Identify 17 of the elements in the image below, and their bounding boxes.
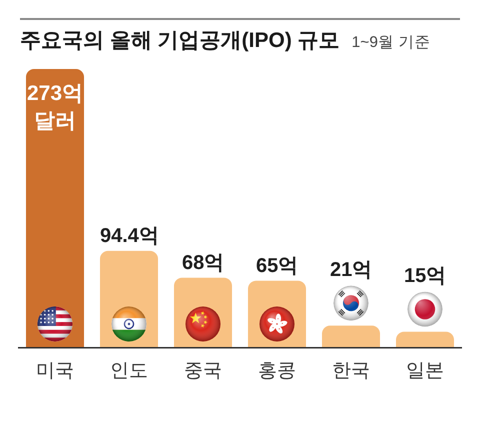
x-tick-label: 한국 [332,360,370,382]
chart-subtitle: 1~9월 기준 [352,33,430,53]
data-label: 94.4억 [100,225,159,247]
data-label: 15억 [404,265,446,287]
x-tick-label: 일본 [406,360,444,382]
bar [396,332,454,347]
x-tick-label: 중국 [184,360,222,382]
data-label: 273억 달러 [27,82,84,132]
x-tick-label: 미국 [36,360,74,382]
x-tick-label: 인도 [110,360,148,382]
data-label: 21억 [330,259,372,281]
data-label: 65억 [256,255,298,277]
x-tick-label: 홍콩 [258,360,296,382]
bar [322,326,380,347]
bar [26,69,84,347]
chart-title: 주요국의 올해 기업공개(IPO) 규모 [20,28,340,54]
data-label: 68억 [182,252,224,274]
